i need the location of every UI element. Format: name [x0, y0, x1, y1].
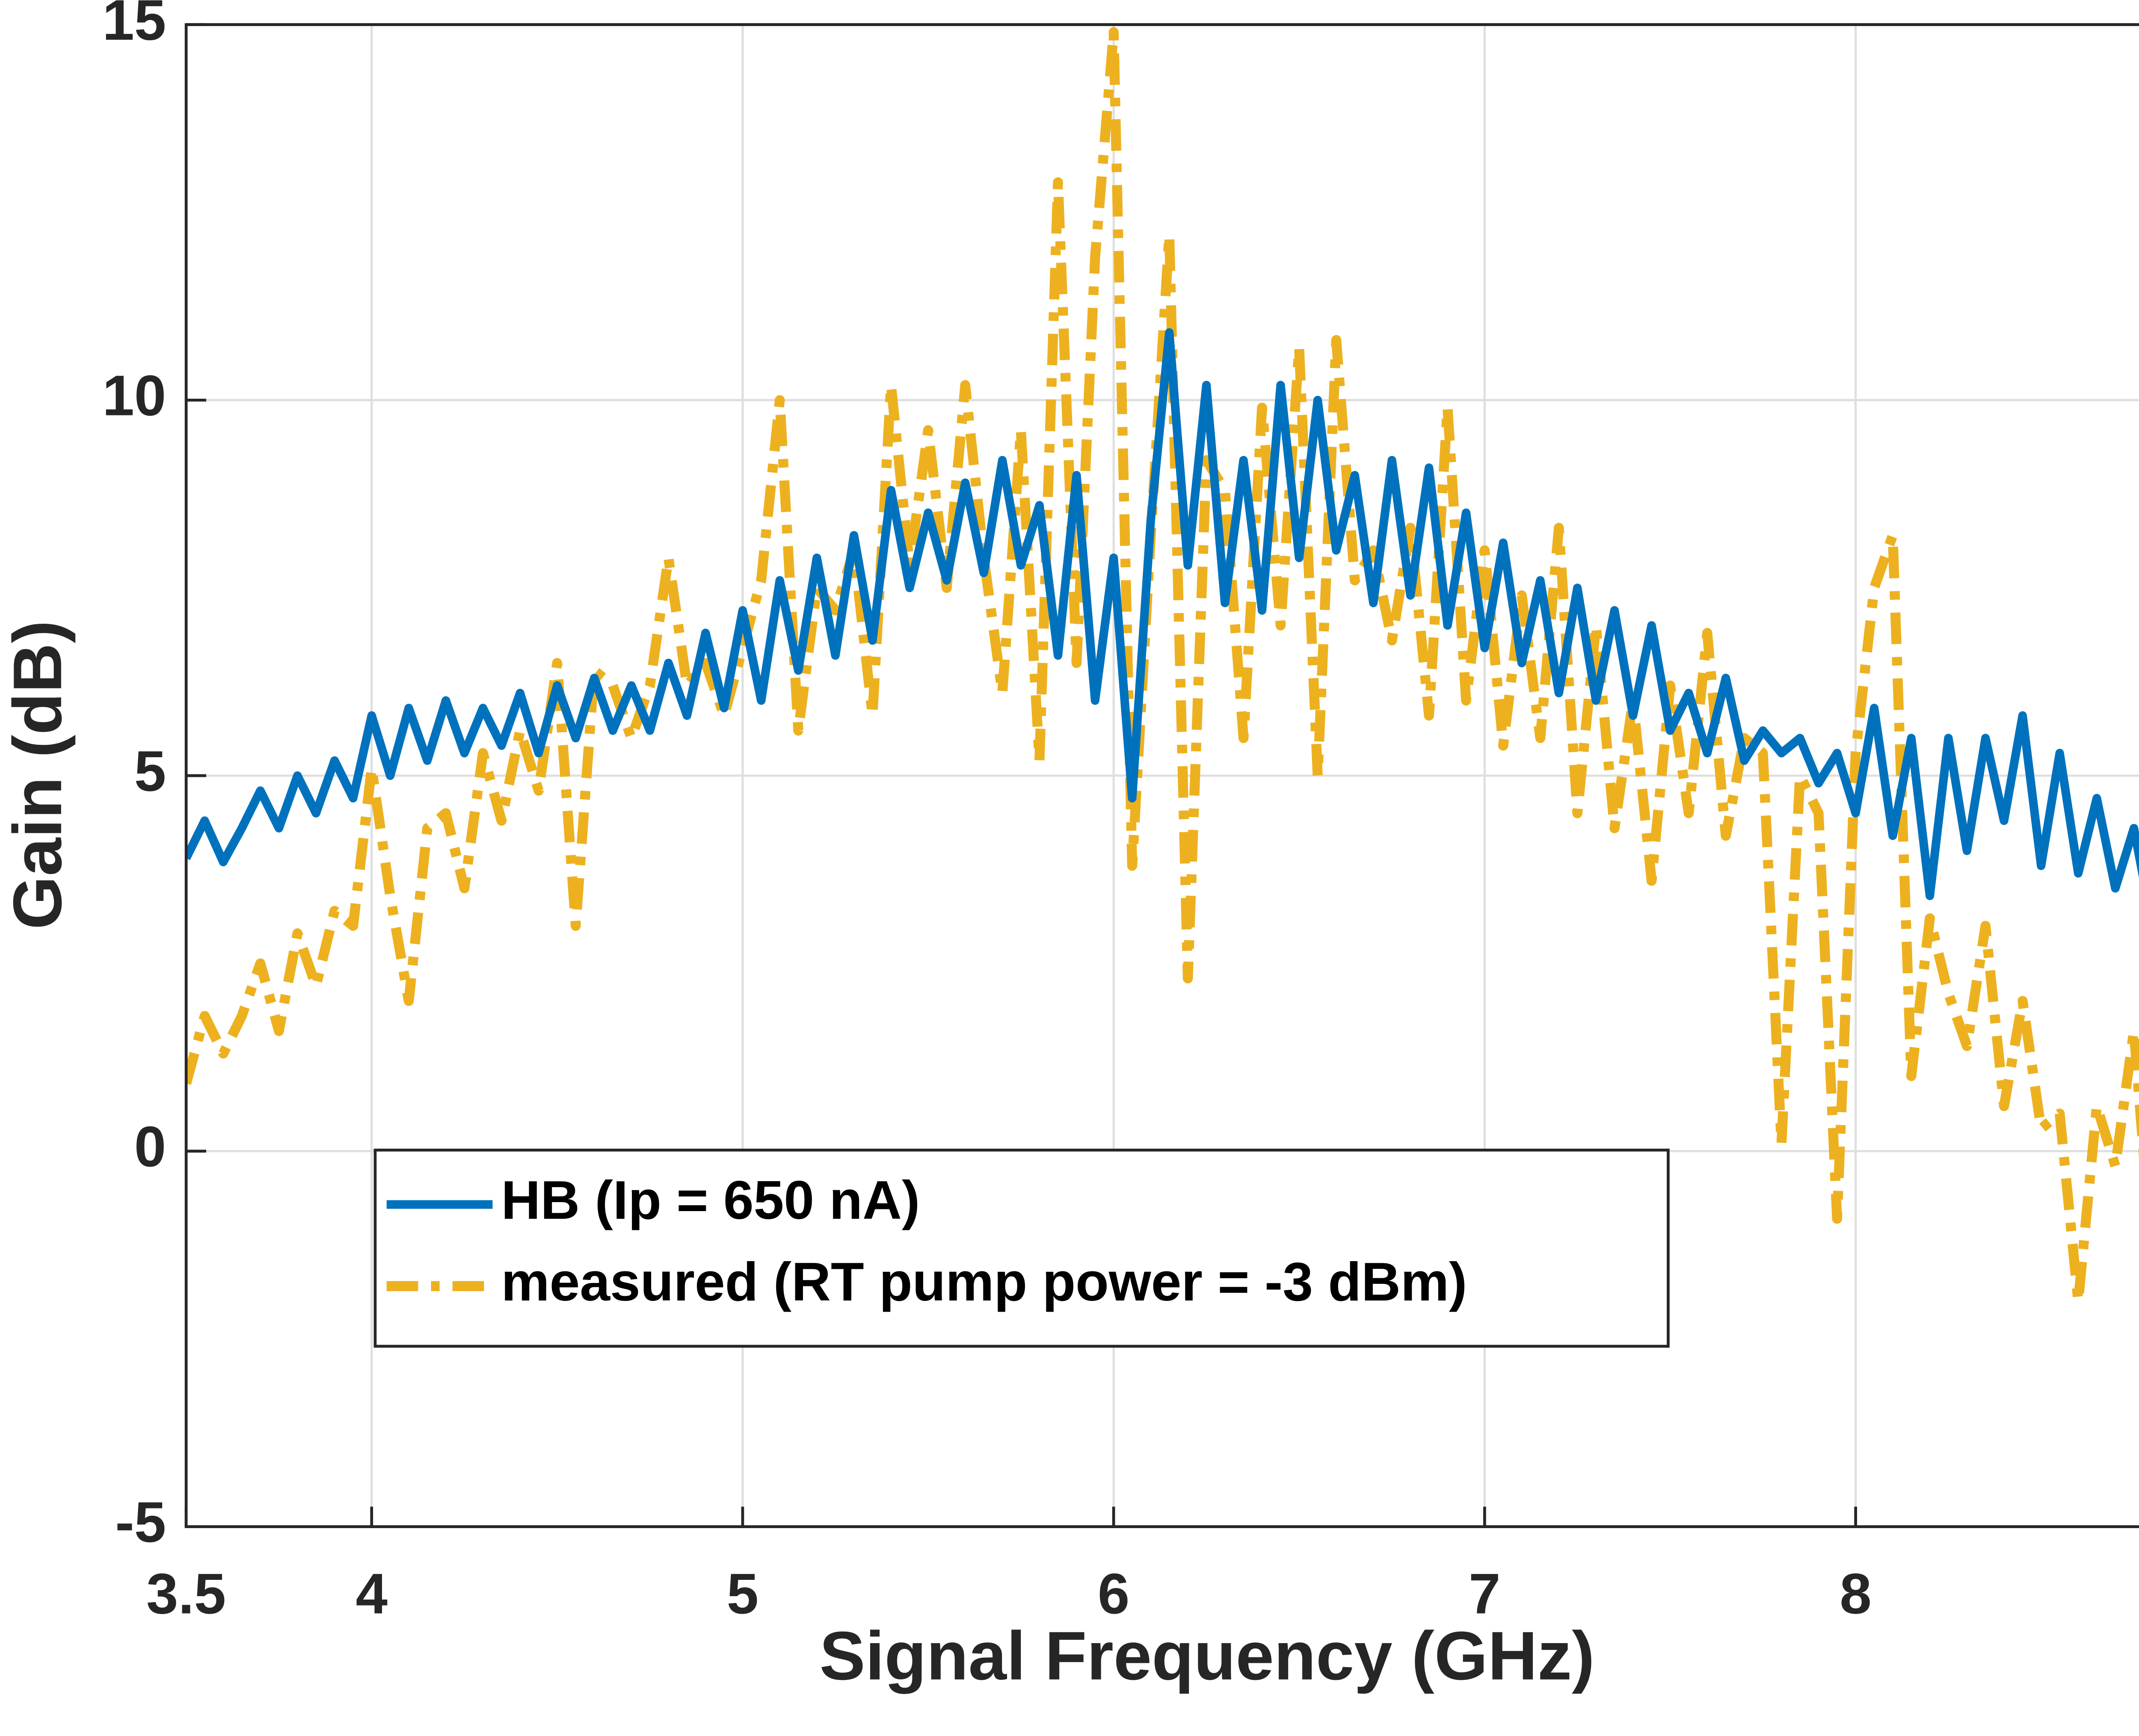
- legend-box: [373, 1149, 1670, 1348]
- plot-area: [186, 27, 2139, 1306]
- y-tick-label: 10: [102, 364, 166, 428]
- legend: HB (Ip = 650 nA) measured (RT pump power …: [373, 1149, 1670, 1348]
- legend-label: HB (Ip = 650 nA): [501, 1170, 920, 1230]
- x-tick-label: 6: [1098, 1562, 1129, 1626]
- y-tick-label: 0: [134, 1115, 166, 1179]
- data-line: [186, 27, 2139, 1306]
- y-axis-label: Gain (dB): [0, 620, 76, 930]
- x-axis-label: Signal Frequency (GHz): [820, 1618, 1595, 1695]
- x-tick-label: 5: [727, 1562, 758, 1626]
- x-tick-label: 4: [356, 1562, 388, 1626]
- data-line: [186, 328, 2139, 901]
- y-tick-label: 5: [134, 739, 166, 803]
- y-tick-label: 15: [102, 0, 166, 52]
- x-tick-label: 7: [1469, 1562, 1500, 1626]
- legend-label: measured (RT pump power = -3 dBm): [501, 1251, 1467, 1312]
- x-tick-label: 8: [1840, 1562, 1871, 1626]
- x-tick-label: 3.5: [146, 1562, 226, 1626]
- y-tick-label: -5: [115, 1490, 166, 1554]
